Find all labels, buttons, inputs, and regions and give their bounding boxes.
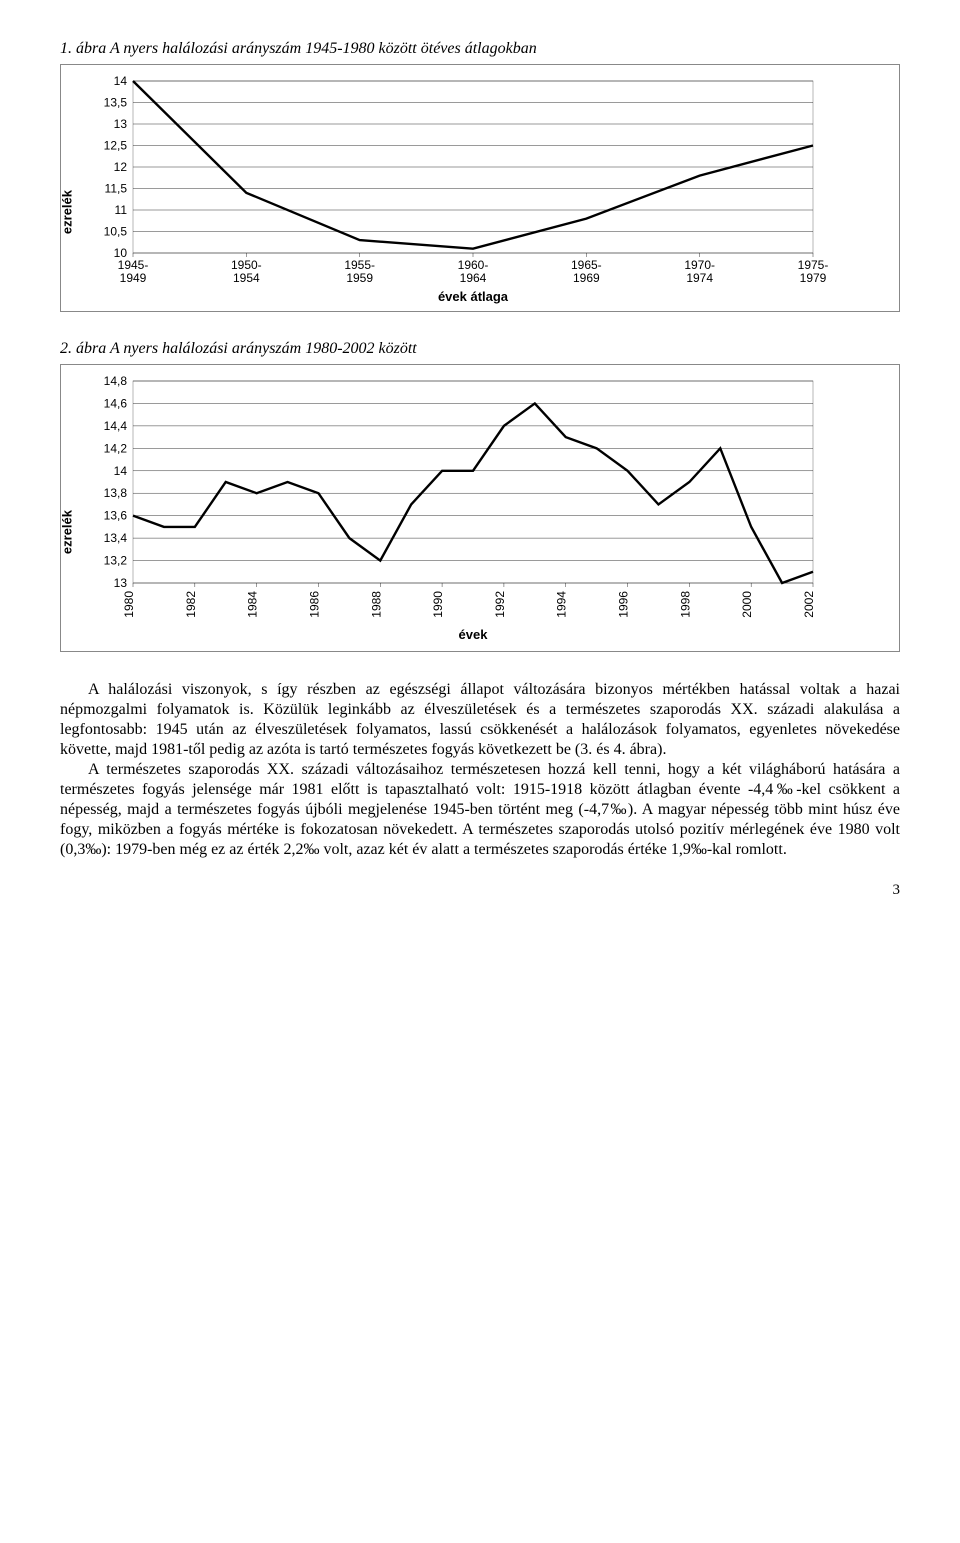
page-number: 3	[60, 882, 900, 899]
svg-text:13,6: 13,6	[104, 509, 128, 523]
svg-text:14,6: 14,6	[104, 396, 128, 410]
svg-text:14,2: 14,2	[104, 441, 128, 455]
svg-text:13,4: 13,4	[104, 531, 128, 545]
svg-text:13: 13	[114, 576, 128, 590]
svg-text:1986: 1986	[307, 591, 321, 618]
svg-text:1998: 1998	[678, 591, 692, 618]
svg-text:1945-: 1945-	[118, 258, 149, 272]
svg-text:1954: 1954	[233, 271, 260, 285]
svg-text:évek átlaga: évek átlaga	[438, 289, 509, 304]
svg-text:1969: 1969	[573, 271, 600, 285]
svg-text:1975-: 1975-	[798, 258, 829, 272]
figure2-chart: 13 13,2 13,4 13,6 13,8 14 14,2 14,4 14,6 14,8 1980…	[73, 375, 833, 645]
svg-text:13: 13	[114, 117, 128, 131]
svg-text:1950-: 1950-	[231, 258, 262, 272]
svg-text:14: 14	[114, 464, 128, 478]
svg-text:1992: 1992	[493, 591, 507, 618]
svg-text:14: 14	[114, 75, 128, 88]
figure1-title: 1. ábra A nyers halálozási arányszám 194…	[60, 40, 900, 58]
svg-text:1959: 1959	[346, 271, 373, 285]
figure1-ylabel: ezrelék	[60, 190, 75, 234]
svg-text:1982: 1982	[184, 591, 198, 618]
svg-text:1955-: 1955-	[344, 258, 375, 272]
svg-text:11: 11	[115, 203, 128, 217]
svg-text:10,5: 10,5	[104, 225, 128, 239]
figure2-title: 2. ábra A nyers halálozási arányszám 198…	[60, 340, 900, 358]
svg-text:1990: 1990	[431, 591, 445, 618]
svg-text:1970-: 1970-	[684, 258, 715, 272]
svg-text:12,5: 12,5	[104, 139, 128, 153]
svg-text:1964: 1964	[460, 271, 487, 285]
paragraph-2: A természetes szaporodás XX. századi vál…	[60, 760, 900, 860]
svg-text:1988: 1988	[369, 591, 383, 618]
svg-text:évek: évek	[459, 627, 489, 642]
svg-text:1996: 1996	[617, 591, 631, 618]
figure1-chart: 1010,51111,51212,51313,5141945-19491950-…	[73, 75, 833, 305]
figure2-ylabel: ezrelék	[60, 510, 75, 554]
svg-text:2000: 2000	[740, 591, 754, 618]
svg-text:1965-: 1965-	[571, 258, 602, 272]
svg-text:14,8: 14,8	[104, 375, 128, 388]
svg-text:1979: 1979	[800, 271, 827, 285]
svg-text:11,5: 11,5	[105, 182, 128, 196]
svg-text:1980: 1980	[122, 591, 136, 618]
svg-text:1984: 1984	[246, 591, 260, 618]
svg-text:13,8: 13,8	[104, 486, 128, 500]
figure2-container: ezrelék 13 13,2 13,4 13,6 13,8 14 14,2 14,4 14,6…	[60, 364, 900, 652]
svg-text:1994: 1994	[555, 591, 569, 618]
svg-text:1949: 1949	[120, 271, 147, 285]
svg-text:12: 12	[114, 160, 128, 174]
paragraph-1: A halálozási viszonyok, s így részben az…	[60, 680, 900, 760]
svg-text:13,5: 13,5	[104, 96, 128, 110]
figure1-container: ezrelék 1010,51111,51212,51313,5141945-1…	[60, 64, 900, 312]
svg-text:1960-: 1960-	[458, 258, 489, 272]
svg-text:2002: 2002	[802, 591, 816, 618]
svg-text:1974: 1974	[686, 271, 713, 285]
svg-text:14,4: 14,4	[104, 419, 128, 433]
svg-text:13,2: 13,2	[104, 554, 128, 568]
